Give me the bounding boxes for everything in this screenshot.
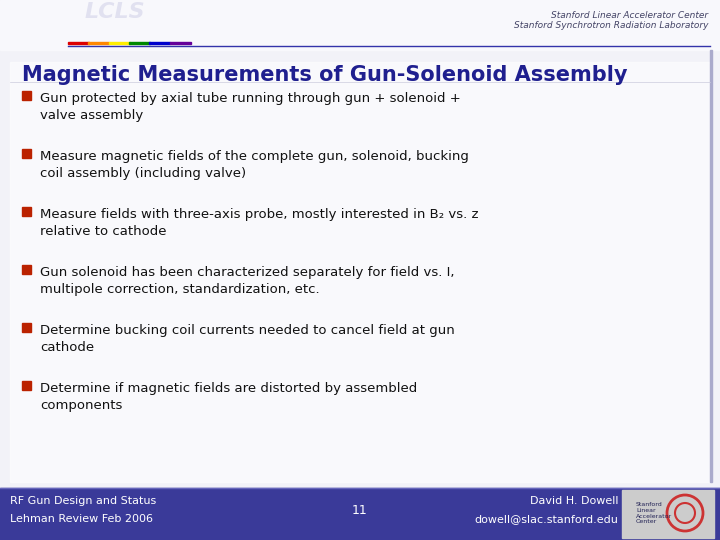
Text: Measure fields with three-axis probe, mostly interested in B₂ vs. z
relative to : Measure fields with three-axis probe, mo…	[40, 208, 479, 238]
Bar	[0, 488, 720, 540]
Text: RF Gun Design and Status: RF Gun Design and Status	[10, 496, 156, 506]
Text: Determine if magnetic fields are distorted by assembled
components: Determine if magnetic fields are distort…	[40, 382, 418, 412]
Bar	[22, 149, 31, 158]
Bar	[89, 42, 109, 44]
Text: Measure magnetic fields of the complete gun, solenoid, bucking
coil assembly (in: Measure magnetic fields of the complete …	[40, 150, 469, 180]
Text: Gun protected by axial tube running through gun + solenoid +
valve assembly: Gun protected by axial tube running thro…	[40, 92, 461, 122]
Bar	[170, 42, 191, 44]
Bar	[622, 490, 714, 538]
Bar	[109, 42, 130, 44]
Bar	[129, 42, 150, 44]
Text: David H. Dowell: David H. Dowell	[529, 496, 618, 506]
Bar	[149, 42, 170, 44]
Bar	[22, 323, 31, 332]
Text: 11: 11	[352, 504, 368, 517]
Bar	[22, 207, 31, 216]
Text: Stanford Linear Accelerator Center: Stanford Linear Accelerator Center	[551, 11, 708, 21]
Bar	[10, 62, 710, 482]
Bar	[22, 91, 31, 100]
Text: Magnetic Measurements of Gun-Solenoid Assembly: Magnetic Measurements of Gun-Solenoid As…	[22, 65, 628, 85]
Bar	[22, 381, 31, 390]
Text: Stanford
Linear
Accelerator
Center: Stanford Linear Accelerator Center	[636, 502, 672, 524]
Text: LCLS: LCLS	[85, 2, 145, 22]
Text: Stanford Synchrotron Radiation Laboratory: Stanford Synchrotron Radiation Laborator…	[513, 22, 708, 30]
Text: Lehman Review Feb 2006: Lehman Review Feb 2006	[10, 514, 153, 524]
Bar	[710, 50, 712, 482]
Bar	[22, 265, 31, 274]
Bar	[68, 42, 89, 44]
Text: Gun solenoid has been characterized separately for field vs. I,
multipole correc: Gun solenoid has been characterized sepa…	[40, 266, 454, 296]
Bar	[0, 0, 720, 50]
Text: Determine bucking coil currents needed to cancel field at gun
cathode: Determine bucking coil currents needed t…	[40, 324, 455, 354]
Text: dowell@slac.stanford.edu: dowell@slac.stanford.edu	[474, 514, 618, 524]
